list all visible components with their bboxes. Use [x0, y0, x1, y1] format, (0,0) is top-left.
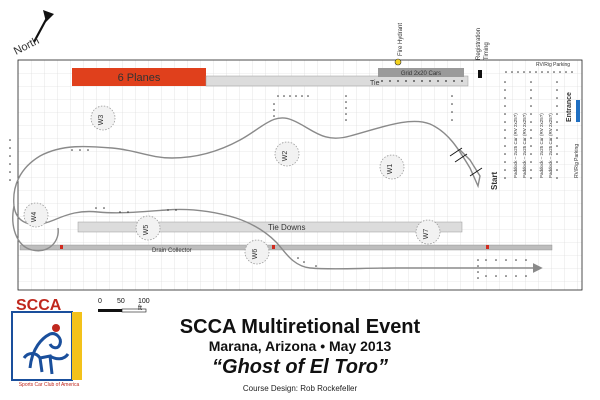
- tie-label: Tie: [370, 80, 380, 87]
- svg-text:W6: W6: [252, 249, 259, 260]
- timing-label: Timing: [484, 42, 490, 60]
- rv-parking-top: RV/Rig Parking: [536, 62, 570, 68]
- north-arrow: North: [12, 10, 54, 58]
- course-line: [13, 117, 543, 273]
- scale-tick-0: 0: [98, 298, 102, 305]
- tie-downs-label: Tie Downs: [268, 223, 306, 232]
- timing-booth: [478, 70, 482, 78]
- grid-staging: [378, 68, 464, 77]
- fire-hydrant-label: Fire Hydrant: [398, 23, 404, 56]
- paddock-label-1: Paddock – 2x25 Car (RV 2x25?): [513, 113, 518, 178]
- north-label: North: [12, 35, 41, 58]
- fire-hydrant-icon: [394, 58, 402, 66]
- course-loop: [12, 205, 59, 252]
- svg-text:SCCA: SCCA: [16, 298, 62, 314]
- scca-logo: SCCA Sports Car Club of America: [10, 297, 88, 390]
- cone-dots: [9, 95, 527, 279]
- start-label: Start: [490, 171, 499, 190]
- scale-tick-100: 100 ft: [138, 298, 150, 312]
- tie-runway: [205, 75, 469, 87]
- svg-text:W1: W1: [387, 164, 394, 175]
- worker-station-w5: W5: [135, 215, 161, 241]
- drain-markers: [60, 245, 489, 249]
- entrance-marker: [576, 100, 580, 122]
- svg-text:W3: W3: [98, 115, 105, 126]
- scca-logo-caption: Sports Car Club of America: [18, 382, 80, 388]
- worker-station-w4: W4: [23, 202, 49, 228]
- drain-collector: [19, 244, 553, 251]
- event-location: Marana, Arizona • May 2013: [208, 338, 392, 354]
- six-planes-label: 6 Planes: [118, 72, 161, 84]
- worker-station-w1: W1: [379, 154, 405, 180]
- paddock-label-2: Paddock – 2x25 Car (RV 2x25?): [522, 113, 527, 178]
- start-gate: [449, 147, 483, 177]
- six-planes-area: [72, 68, 206, 86]
- svg-text:W2: W2: [282, 151, 289, 162]
- site-boundary: [17, 59, 583, 291]
- worker-station-w2: W2: [274, 141, 300, 167]
- worker-station-w3: W3: [90, 105, 116, 131]
- entrance-label: Entrance: [566, 92, 573, 122]
- svg-text:W5: W5: [143, 225, 150, 236]
- svg-text:W4: W4: [31, 212, 38, 223]
- drain-collector-label: Drain Collector: [152, 248, 192, 254]
- svg-text:W7: W7: [423, 229, 430, 240]
- paddock-label-4: Paddock – 2x25 Car (RV 2x25?): [548, 113, 553, 178]
- registration-label: Registration: [476, 28, 482, 60]
- worker-station-w7: W7: [415, 219, 441, 245]
- scale-bar: [98, 308, 147, 313]
- scca-logo-mark: SCCA: [11, 297, 82, 381]
- worker-station-w6: W6: [244, 239, 270, 265]
- event-name: “Ghost of El Toro”: [212, 356, 388, 378]
- grid-label: Grid 2x20 Cars: [401, 71, 441, 77]
- paddock-area: Paddock – 2x25 Car (RV 2x25?) Paddock – …: [504, 81, 558, 179]
- tie-downs-runway: [77, 221, 463, 233]
- paddock-label-3: Paddock – 2x25 Car (RV 2x25?): [539, 113, 544, 178]
- grid-dots: [381, 80, 463, 82]
- rv-parking-side: RV/Rig Parking: [574, 144, 580, 178]
- rv-parking-dots: [505, 71, 573, 73]
- scale-tick-50: 50: [117, 298, 125, 305]
- event-title: SCCA Multiretional Event: [179, 316, 421, 338]
- course-credit: Course Design: Rob Rockefeller: [242, 384, 358, 393]
